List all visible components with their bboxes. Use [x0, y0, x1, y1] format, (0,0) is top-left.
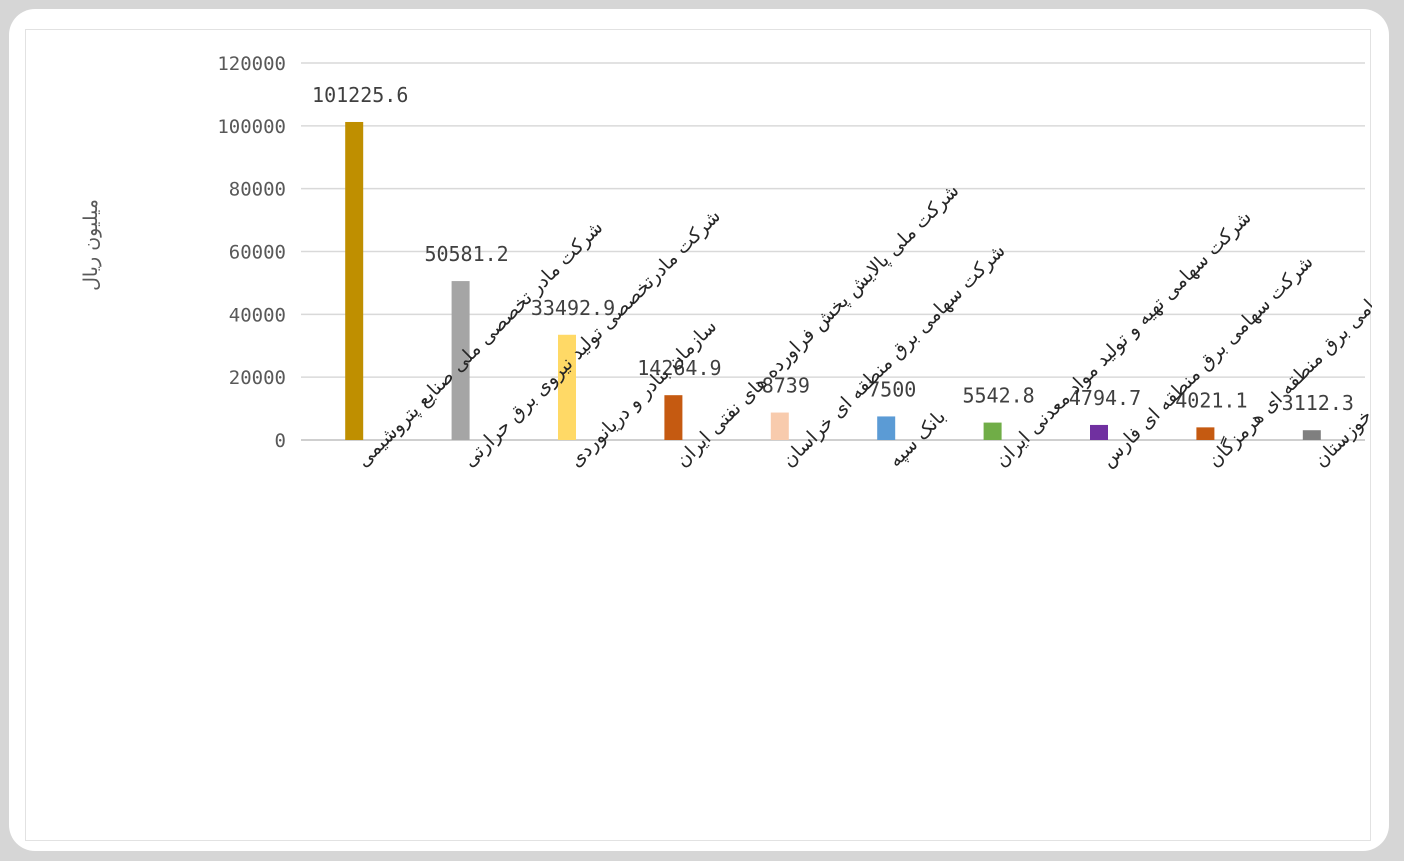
data-label: 50581.2 — [424, 242, 508, 266]
y-tick-label: 80000 — [229, 179, 286, 201]
data-label: 3112.3 — [1282, 391, 1354, 415]
data-label: 8739 — [762, 374, 810, 398]
y-tick-label: 20000 — [229, 367, 286, 389]
chart-frame: 0 20000 40000 60000 80000 100000 120000 101225… — [9, 9, 1389, 851]
y-axis-label: میلیون ریال — [80, 199, 102, 291]
bar — [345, 121, 364, 440]
data-label: 33492.9 — [531, 296, 615, 320]
bar — [558, 334, 576, 440]
bar — [983, 422, 1002, 440]
bars — [345, 121, 1321, 440]
bar — [1090, 424, 1108, 440]
y-axis-ticks: 0 20000 40000 60000 80000 100000 120000 — [217, 53, 286, 452]
bar — [877, 416, 896, 440]
data-label: 4021.1 — [1175, 388, 1247, 412]
data-label: 4794.7 — [1069, 386, 1141, 410]
y-tick-label: 0 — [275, 430, 286, 452]
y-tick-label: 120000 — [217, 53, 286, 75]
y-tick-label: 60000 — [229, 242, 286, 264]
gridlines — [301, 62, 1365, 441]
bar — [770, 412, 789, 440]
bar — [664, 395, 683, 440]
data-label: 5542.8 — [962, 384, 1034, 408]
y-tick-label: 100000 — [217, 116, 286, 138]
data-label: 101225.6 — [312, 83, 408, 107]
y-tick-label: 40000 — [229, 304, 286, 326]
chart-area: 0 20000 40000 60000 80000 100000 120000 101225… — [25, 29, 1372, 841]
bar — [451, 281, 470, 440]
data-labels: 101225.6 50581.2 33492.9 14264.9 8739 7500 554… — [312, 83, 1354, 415]
bar — [1196, 427, 1215, 440]
bar — [1302, 430, 1321, 440]
bar-chart: 0 20000 40000 60000 80000 100000 120000 101225… — [80, 53, 1372, 472]
data-label: 14264.9 — [637, 356, 721, 380]
data-label: 7500 — [868, 377, 916, 401]
